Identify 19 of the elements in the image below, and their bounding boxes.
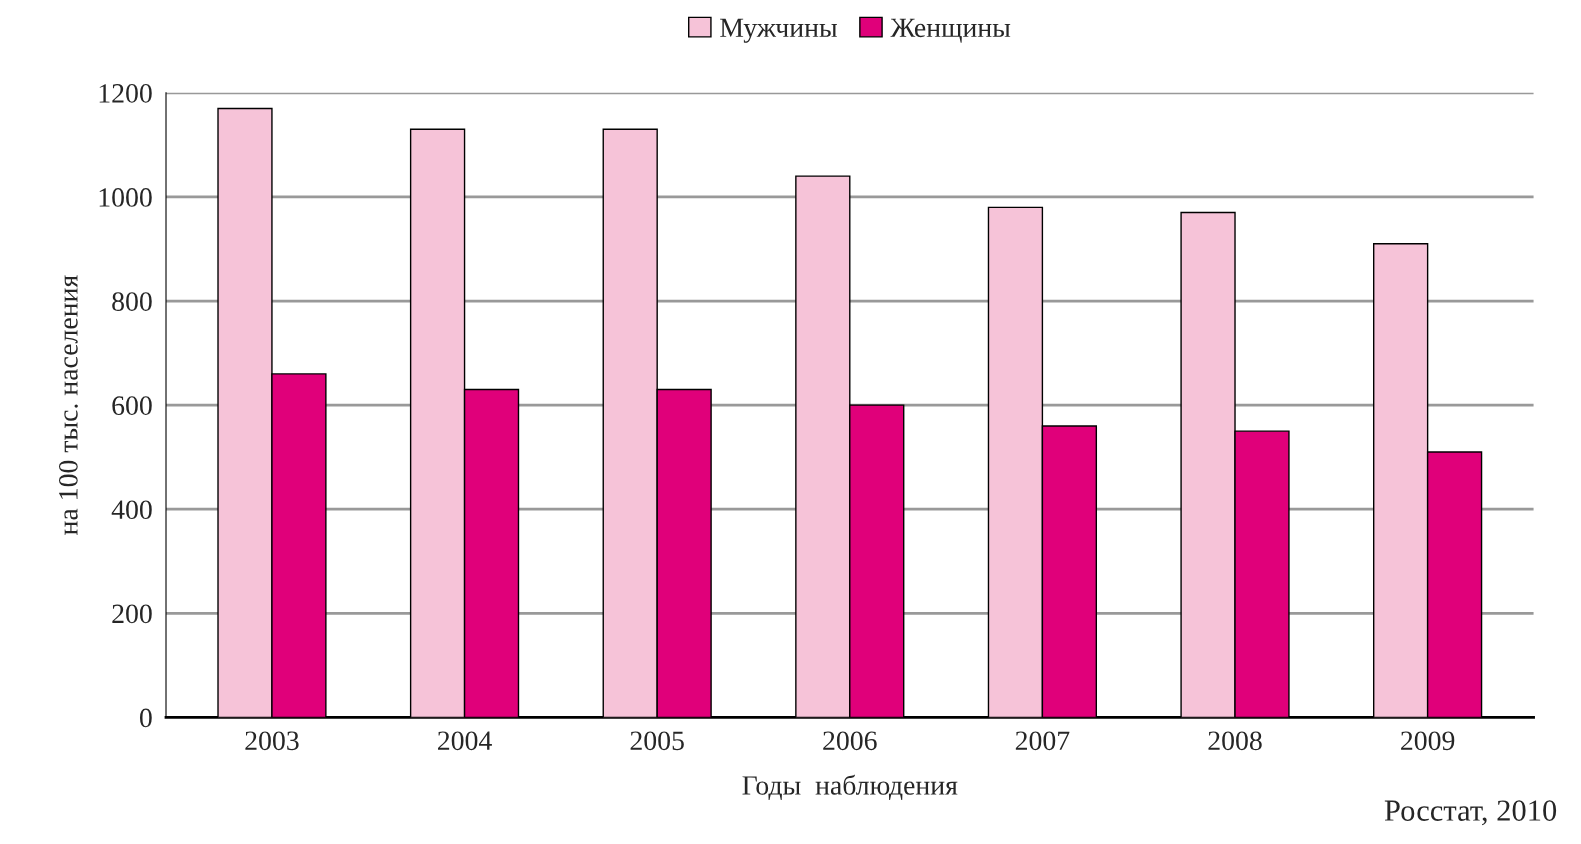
legend-label: Мужчины <box>720 18 837 43</box>
x-tick-label: 2004 <box>438 731 492 751</box>
x-tick-label: 2008 <box>1208 731 1262 751</box>
y-tick-label: 600 <box>112 396 152 416</box>
legend-label: Женщины <box>890 18 1011 43</box>
x-tick-label: 2005 <box>630 731 684 751</box>
y-tick-label: 1000 <box>99 188 152 207</box>
y-tick-label: 400 <box>111 500 152 520</box>
x-tick-label: 2006 <box>823 731 877 751</box>
x-tick-label: 2003 <box>245 731 299 751</box>
x-tick-label: 2009 <box>1401 731 1455 751</box>
y-tick-label: 800 <box>112 292 152 311</box>
y-tick-label: 1200 <box>99 84 152 103</box>
x-axis-title: Годы наблюдения <box>742 774 958 800</box>
y-axis-title: на 100 тыс. населения <box>58 275 78 535</box>
y-tick-label: 0 <box>139 708 152 728</box>
x-tick-label: 2007 <box>1015 731 1070 751</box>
text: Росстат, 2010 <box>1384 800 1557 826</box>
y-tick-label: 200 <box>112 604 152 624</box>
